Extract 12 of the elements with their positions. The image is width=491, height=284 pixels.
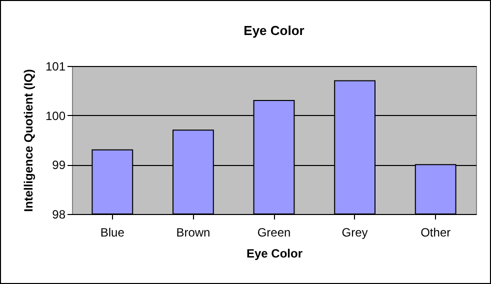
x-tick-label: Green xyxy=(257,226,291,240)
x-tick-label: Grey xyxy=(342,226,368,240)
y-tick-label: 99 xyxy=(52,158,66,172)
x-axis-title: Eye Color xyxy=(246,246,303,260)
chart-title: Eye Color xyxy=(244,23,304,38)
x-tick-label: Brown xyxy=(176,226,210,240)
y-tick-label: 98 xyxy=(52,208,66,222)
y-tick-label: 101 xyxy=(45,60,66,74)
x-tick-label: Blue xyxy=(100,226,125,240)
x-tick-label: Other xyxy=(420,226,451,240)
y-axis-title: Intelligence Quotient (IQ) xyxy=(21,69,36,212)
y-tick-label: 100 xyxy=(45,108,66,123)
